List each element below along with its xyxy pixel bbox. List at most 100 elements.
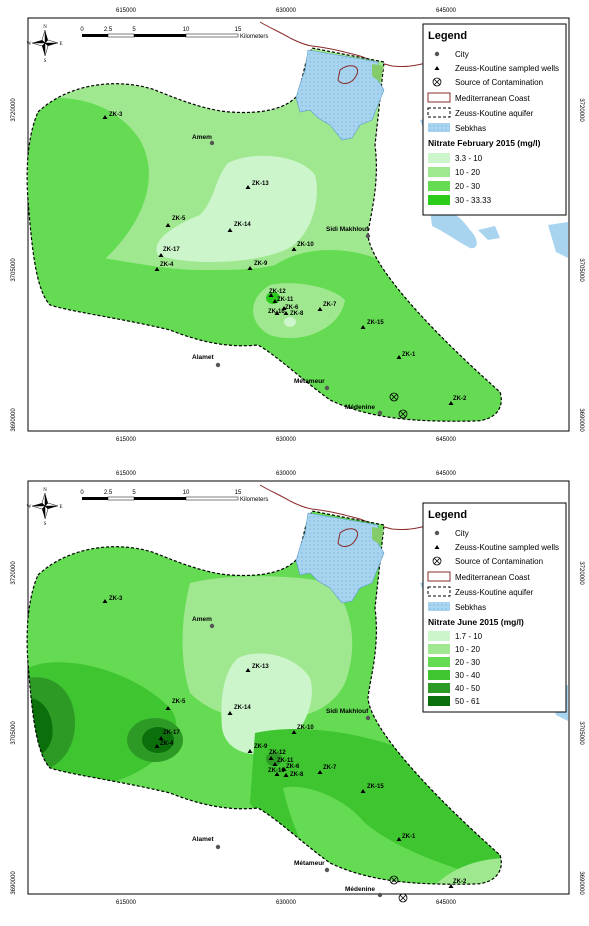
well-icon — [247, 749, 253, 753]
x-tick-label: 645000 — [436, 900, 457, 906]
well-icon — [154, 267, 160, 271]
y-tick-label: 3705000 — [11, 258, 17, 282]
compass-n: N — [43, 488, 47, 493]
well-icon — [165, 223, 171, 227]
legend-title: Legend — [428, 30, 467, 42]
y-axis-left: 3720000 3705000 3690000 — [11, 98, 17, 432]
city-icon — [324, 867, 330, 873]
legend-title: Legend — [428, 509, 467, 521]
x-tick-label: 615000 — [116, 471, 137, 477]
well-icon — [291, 247, 297, 251]
well-icon — [434, 545, 440, 549]
sebkha-north — [295, 49, 385, 141]
y-axis-left: 3720000 3705000 3690000 — [11, 561, 17, 895]
class-swatch — [428, 657, 450, 667]
zone-20-30 — [28, 97, 149, 290]
contamination-icon — [432, 77, 442, 87]
compass-e: E — [59, 505, 62, 510]
well-label: ZK-13 — [252, 181, 269, 187]
legend-item-label: Source of Contamination — [455, 557, 543, 566]
compass-w: W — [27, 42, 32, 47]
well-icon — [245, 668, 251, 672]
well-label: ZK-15 — [367, 320, 384, 326]
city-icon — [434, 530, 440, 536]
zone-20-30 — [380, 400, 502, 422]
scale-label: 5 — [132, 27, 136, 33]
contamination-icon — [389, 875, 399, 885]
class-swatch — [428, 153, 450, 163]
class-swatch — [428, 167, 450, 177]
class-swatch — [428, 696, 450, 706]
well-icon — [268, 293, 274, 297]
y-axis-right: 3720000 3705000 3690000 — [578, 561, 584, 895]
city-icon — [434, 51, 440, 57]
city-icon — [377, 892, 383, 898]
island-outline — [337, 528, 358, 547]
well-label: ZK-5 — [172, 699, 186, 705]
well-label: ZK-3 — [109, 112, 123, 118]
city-label: Sidi Makhlouf — [326, 708, 369, 715]
city-label: Médenine — [345, 886, 375, 893]
contamination-icon — [398, 893, 408, 903]
well-label: ZK-10 — [297, 242, 314, 248]
cities: Amem Sidi Makhlouf Alamet Métameur Méden… — [192, 134, 383, 416]
city-icon — [377, 410, 383, 416]
city-icon — [215, 362, 221, 368]
x-axis-top: 615000 630000 645000 — [116, 471, 457, 477]
well-icon — [227, 228, 233, 232]
x-axis-top: 615000 630000 645000 — [116, 8, 457, 14]
city-label: Amem — [192, 616, 212, 623]
legend-item-label: Sebkhas — [455, 124, 486, 133]
class-swatch — [428, 683, 450, 693]
legend-item-label: Source of Contamination — [455, 78, 543, 87]
x-tick-label: 615000 — [116, 437, 137, 443]
map-june[interactable]: 615000 630000 645000 615000 630000 64500… — [0, 463, 589, 926]
sebkha-swatch — [428, 123, 450, 132]
well-label: ZK-7 — [323, 765, 337, 771]
city-label: Médenine — [345, 404, 375, 411]
y-tick-label: 3720000 — [578, 98, 584, 122]
well-label: ZK-13 — [252, 664, 269, 670]
well-label: ZK-2 — [453, 396, 467, 402]
class-swatch — [428, 644, 450, 654]
compass-s: S — [44, 59, 47, 64]
well-label: ZK-1 — [402, 352, 416, 358]
well-icon — [245, 185, 251, 189]
well-icon — [448, 401, 454, 405]
scale-bar: 0 2.5 5 10 15 Kilometers — [80, 490, 268, 503]
city-label: Sidi Makhlouf — [326, 226, 369, 233]
x-tick-label: 630000 — [276, 900, 297, 906]
city-icon — [209, 623, 215, 629]
city-label: Métameur — [294, 378, 325, 385]
legend-item-label: Mediterranean Coast — [455, 94, 530, 103]
legend-item-label: City — [455, 50, 469, 59]
well-icon — [158, 253, 164, 257]
zone-10-20 — [420, 858, 502, 885]
scale-label: 0 — [80, 490, 84, 496]
well-icon — [272, 762, 278, 766]
well-icon — [274, 772, 280, 776]
map-february[interactable]: 615000 630000 645000 615000 630000 64500… — [0, 0, 589, 463]
well-label: ZK-16 — [268, 309, 285, 315]
well-label: ZK-8 — [290, 311, 304, 317]
well-icon — [434, 66, 440, 70]
well-label: ZK-14 — [234, 705, 251, 711]
well-icon — [274, 311, 280, 315]
city-icon — [365, 715, 371, 721]
coast-swatch — [427, 92, 451, 103]
island-outline — [337, 65, 358, 84]
class-swatch — [428, 181, 450, 191]
class-label: 30 - 33.33 — [455, 196, 492, 205]
coastal-vegetation — [372, 527, 384, 545]
contamination-icon — [398, 409, 408, 419]
legend: Legend City Zeuss-Koutine sampled wells … — [422, 502, 567, 713]
legend-item-label: City — [455, 529, 469, 538]
well-label: ZK-5 — [172, 216, 186, 222]
well-icon — [317, 770, 323, 774]
y-tick-label: 3690000 — [11, 408, 17, 432]
well-label: ZK-9 — [254, 261, 268, 267]
class-label: 3.3 - 10 — [455, 154, 483, 163]
class-label: 10 - 20 — [455, 168, 480, 177]
y-tick-label: 3690000 — [578, 408, 584, 432]
